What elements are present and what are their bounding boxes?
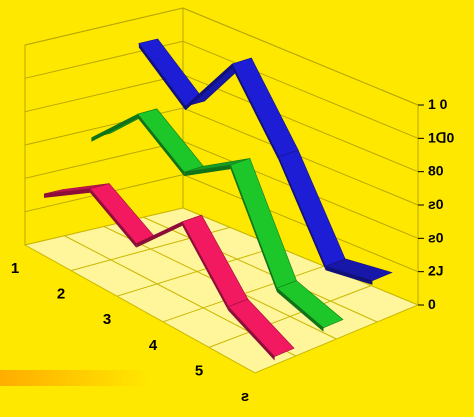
ribbon-edge-segment — [90, 188, 137, 248]
x-tick-label: 1 — [11, 260, 19, 277]
ribbon-edge-segment — [91, 114, 138, 142]
x-tick-label: 2 — [57, 286, 65, 303]
x-axis-ticks: 1 2 3 4 5 ƨ — [11, 260, 249, 405]
ribbon-top-segment — [227, 298, 295, 357]
ribbon-top-segment — [137, 108, 204, 173]
ribbon-edge-segment — [185, 64, 233, 111]
ribbon-top-segment — [324, 258, 393, 282]
x-tick-label: ƨ — [241, 388, 249, 405]
y-tick-label: 1 0 — [428, 96, 448, 112]
x-tick-label: 4 — [149, 337, 158, 354]
ribbon-top-segment — [278, 149, 346, 267]
y-tick-label: ƨ0 — [428, 229, 444, 245]
series-ribbon-3 — [138, 38, 393, 285]
ribbon-edge-segment — [44, 188, 91, 198]
wall-gridline — [24, 174, 419, 273]
y-tick-label: 1ꓷ0 — [428, 129, 455, 145]
ribbon-top-segment — [276, 280, 344, 329]
x-tick-label: 3 — [103, 311, 111, 328]
ribbon-edge-segment — [182, 221, 229, 311]
y-tick-label: 80 — [428, 163, 444, 179]
ribbon-edge-segment — [277, 288, 324, 332]
ribbon-edge-segment — [136, 221, 183, 248]
y-tick-label: 2J — [428, 263, 444, 279]
series-ribbon-2 — [91, 108, 344, 332]
ribbon-edge-segment — [230, 165, 277, 293]
chart-series — [43, 38, 393, 361]
ribbon-edge-segment — [138, 43, 186, 111]
y-tick-label: ƨ0 — [428, 196, 444, 212]
wall-gridline — [24, 7, 419, 106]
series-ribbon-1 — [43, 183, 295, 361]
y-tick-label: 0 — [428, 296, 436, 312]
floor-gridline — [143, 216, 378, 323]
ribbon-edge-segment — [137, 114, 185, 177]
ribbon-edge-segment — [278, 156, 326, 271]
ribbon-edge-segment — [228, 306, 275, 361]
x-tick-label: 5 — [195, 362, 203, 379]
y-axis-ticks: 0 2J ƨ0 ƨ0 80 1ꓷ0 1 0 — [418, 96, 455, 312]
ribbon-top-segment — [138, 38, 206, 107]
wall-gridline — [24, 40, 419, 139]
ribbon-edge-segment — [232, 64, 279, 161]
orange-glow — [0, 370, 150, 386]
wall-gridline — [24, 107, 419, 206]
ribbon-edge-segment — [184, 165, 231, 177]
ribbon-edge-segment — [325, 266, 373, 285]
